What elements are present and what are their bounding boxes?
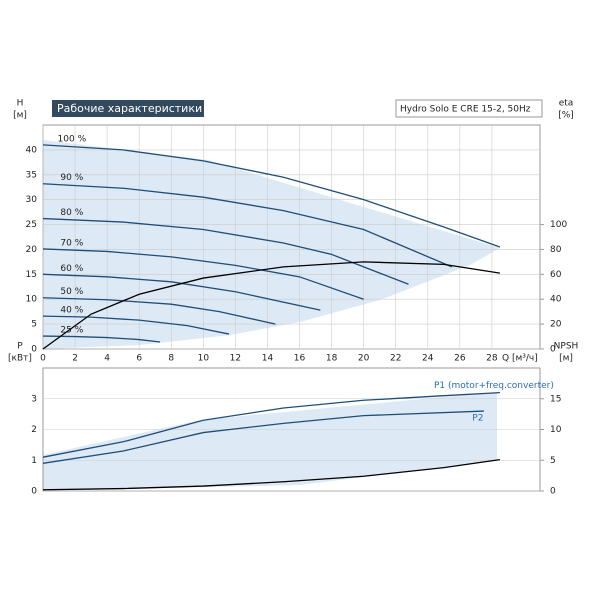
y2-tick-label: 20 [550,320,562,330]
curve [42,315,230,335]
curve-label: 90 % [60,173,83,183]
curve-label: 50 % [60,287,83,297]
model-box [395,99,543,118]
y-label: P [17,342,23,352]
x-tick-label: 28 [486,354,498,364]
y-tick-label: 30 [26,195,38,205]
x-tick-label: 18 [326,354,338,364]
curve [42,335,161,343]
y2-tick-label: 60 [550,270,562,280]
x-tick-label: 20 [358,354,370,364]
y-unit: [кВт] [8,354,32,364]
y-tick-label: 20 [26,245,38,255]
y2-tick-label: 0 [550,487,556,497]
y-tick-label: 3 [31,394,37,404]
curve [42,261,501,350]
curve [42,391,500,458]
x-tick-label: 0 [40,354,46,364]
x-tick-label: 26 [454,354,466,364]
curve [42,297,276,325]
power-area [43,392,497,491]
x-label: Q [м³/ч] [502,354,538,364]
x-tick-label: 4 [104,354,110,364]
y2-tick-label: 10 [550,425,562,435]
y2-label: NPSH [554,342,579,352]
y-tick-label: 5 [31,320,37,330]
y2-unit: [м] [559,354,573,364]
curve-label: 60 % [60,264,83,274]
y-tick-label: 0 [31,345,37,355]
y-unit: [м] [13,111,27,121]
curve [42,458,501,491]
x-tick-label: 16 [294,354,306,364]
curve [42,144,501,248]
y-tick-label: 2 [31,425,37,435]
y-label: H [17,99,24,109]
x-tick-label: 2 [72,354,78,364]
x-tick-label: 22 [390,354,401,364]
y2-tick-label: 0 [550,345,556,355]
x-tick-label: 12 [230,354,241,364]
x-tick-label: 8 [168,354,174,364]
y-tick-label: 15 [26,270,37,280]
y2-label: eta [559,99,574,109]
operating-area [43,140,500,349]
curve [42,217,409,285]
y2-tick-label: 5 [550,456,556,466]
y2-tick-label: 40 [550,295,562,305]
y2-tick-label: 15 [550,394,561,404]
curve-label: 80 % [60,208,83,218]
curve [42,183,453,268]
curve [42,273,321,311]
curve-label: 25 % [60,326,83,336]
x-tick-label: 6 [136,354,142,364]
curve-label: 40 % [60,306,83,316]
curve-label: 70 % [60,238,83,248]
y-tick-label: 35 [26,170,37,180]
y2-tick-label: 100 [550,220,567,230]
y-tick-label: 25 [26,220,37,230]
y-tick-label: 40 [26,145,38,155]
title: Рабочие характеристики [57,102,202,115]
curve-label: 100 % [58,134,87,144]
curve-label: P1 (motor+freq.converter) [434,381,554,391]
x-tick-label: 14 [262,354,274,364]
y-tick-label: 0 [31,487,37,497]
title-bg [52,100,204,117]
y-tick-label: 10 [26,295,38,305]
model: Hydro Solo E CRE 15-2, 50Hz [400,105,531,115]
x-tick-label: 10 [198,354,210,364]
curve-label: P2 [472,414,483,424]
x-tick-label: 24 [422,354,434,364]
y-tick-label: 1 [31,456,37,466]
curve [42,248,364,300]
y2-tick-label: 80 [550,245,562,255]
y2-unit: [%] [558,111,574,121]
curve [42,410,484,464]
